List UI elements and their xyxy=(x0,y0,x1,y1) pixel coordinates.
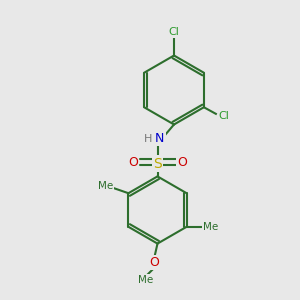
Text: Cl: Cl xyxy=(169,27,179,37)
Text: Me: Me xyxy=(98,181,113,191)
Text: Me: Me xyxy=(203,222,218,232)
Text: S: S xyxy=(153,157,162,170)
Text: O: O xyxy=(128,155,138,169)
Text: N: N xyxy=(155,132,165,145)
Text: Me: Me xyxy=(138,274,153,285)
Text: H: H xyxy=(144,134,152,144)
Text: Cl: Cl xyxy=(219,111,230,121)
Text: O: O xyxy=(150,256,159,269)
Text: O: O xyxy=(177,155,187,169)
